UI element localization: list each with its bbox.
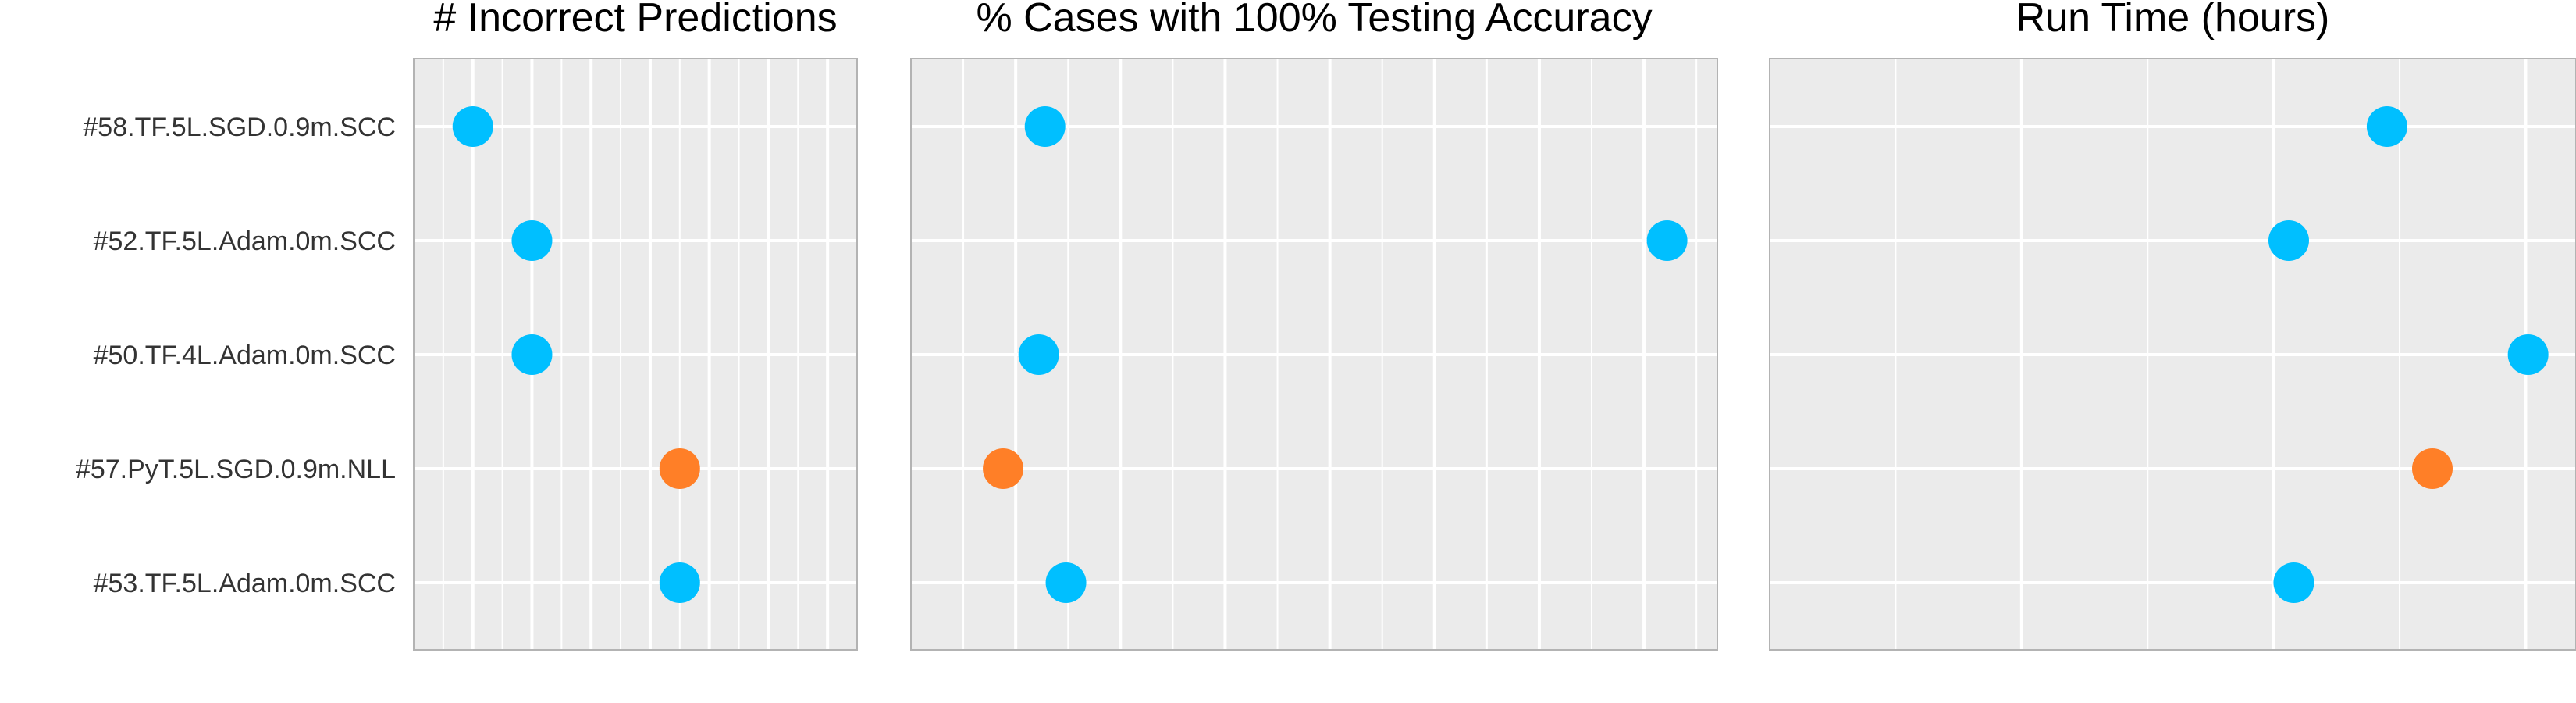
data-point — [2507, 334, 2549, 375]
data-point — [452, 106, 493, 147]
category-label: #52.TF.5L.Adam.0m.SCC — [94, 227, 396, 256]
data-point — [983, 448, 1024, 489]
data-point — [659, 448, 700, 489]
panel-border — [413, 58, 858, 651]
panel-border — [1769, 58, 2576, 651]
panel-title: # Incorrect Predictions — [433, 0, 837, 41]
data-point — [2273, 562, 2314, 603]
data-point — [2366, 106, 2407, 147]
grid-lines — [414, 59, 857, 650]
data-point — [1045, 562, 1087, 603]
data-point — [2268, 220, 2309, 261]
grid-lines — [911, 59, 1717, 650]
data-point — [2411, 448, 2453, 489]
panel-1: # Incorrect Predictions — [413, 0, 858, 651]
data-point — [1018, 334, 1059, 375]
category-label: #58.TF.5L.SGD.0.9m.SCC — [83, 112, 396, 142]
category-labels: #58.TF.5L.SGD.0.9m.SCC #52.TF.5L.Adam.0m.… — [76, 112, 396, 598]
category-label: #53.TF.5L.Adam.0m.SCC — [94, 569, 396, 598]
category-label: #57.PyT.5L.SGD.0.9m.NLL — [76, 455, 396, 484]
panels: # Incorrect Predictions % Cases with 100%… — [413, 0, 2576, 651]
category-label: #50.TF.4L.Adam.0m.SCC — [94, 341, 396, 370]
data-point — [511, 334, 553, 375]
panel-3: Run Time (hours) — [1769, 0, 2576, 651]
data-point — [1646, 220, 1688, 261]
panel-border — [910, 58, 1718, 651]
panel-title: % Cases with 100% Testing Accuracy — [976, 0, 1652, 41]
data-point — [659, 562, 700, 603]
data-point — [1024, 106, 1066, 147]
panel-title: Run Time (hours) — [2016, 0, 2330, 41]
data-point — [511, 220, 553, 261]
panel-2: % Cases with 100% Testing Accuracy — [910, 0, 1718, 651]
